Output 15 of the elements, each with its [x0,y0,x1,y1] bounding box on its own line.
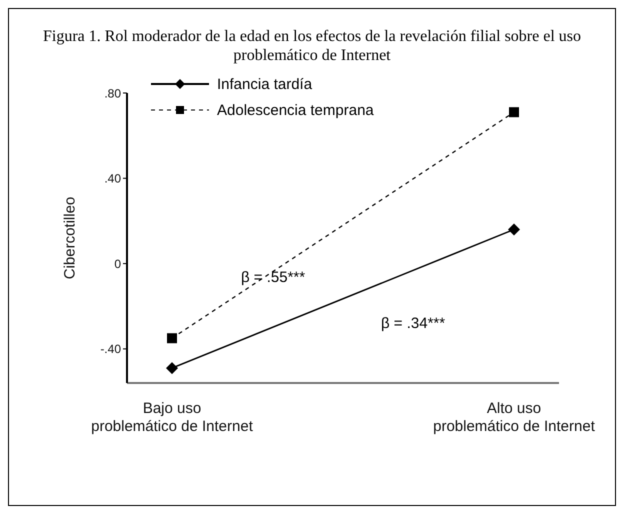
point [166,362,178,374]
legend-label: Infancia tardía [217,76,312,92]
point [167,333,177,344]
y-tick-label: -.40 [100,342,122,356]
point [508,223,520,236]
point [509,107,519,118]
y-tick-label: .80 [104,86,122,100]
x-tick-label: Alto uso problemático de Internet [433,400,596,435]
x-tick-label: Bajo uso problemático de Internet [91,400,254,435]
legend-label: Adolescencia temprana [217,102,374,118]
annotation: β = .34*** [381,315,446,332]
chart-title: Figura 1. Rol moderador de la edad en los efectos de la revelación filial sobre el uso problemático de Internet [42,27,582,65]
y-axis-title: Cibercotilleo [61,196,78,280]
y-tick-label: .40 [104,172,122,186]
y-tick-label: 0 [114,256,122,271]
